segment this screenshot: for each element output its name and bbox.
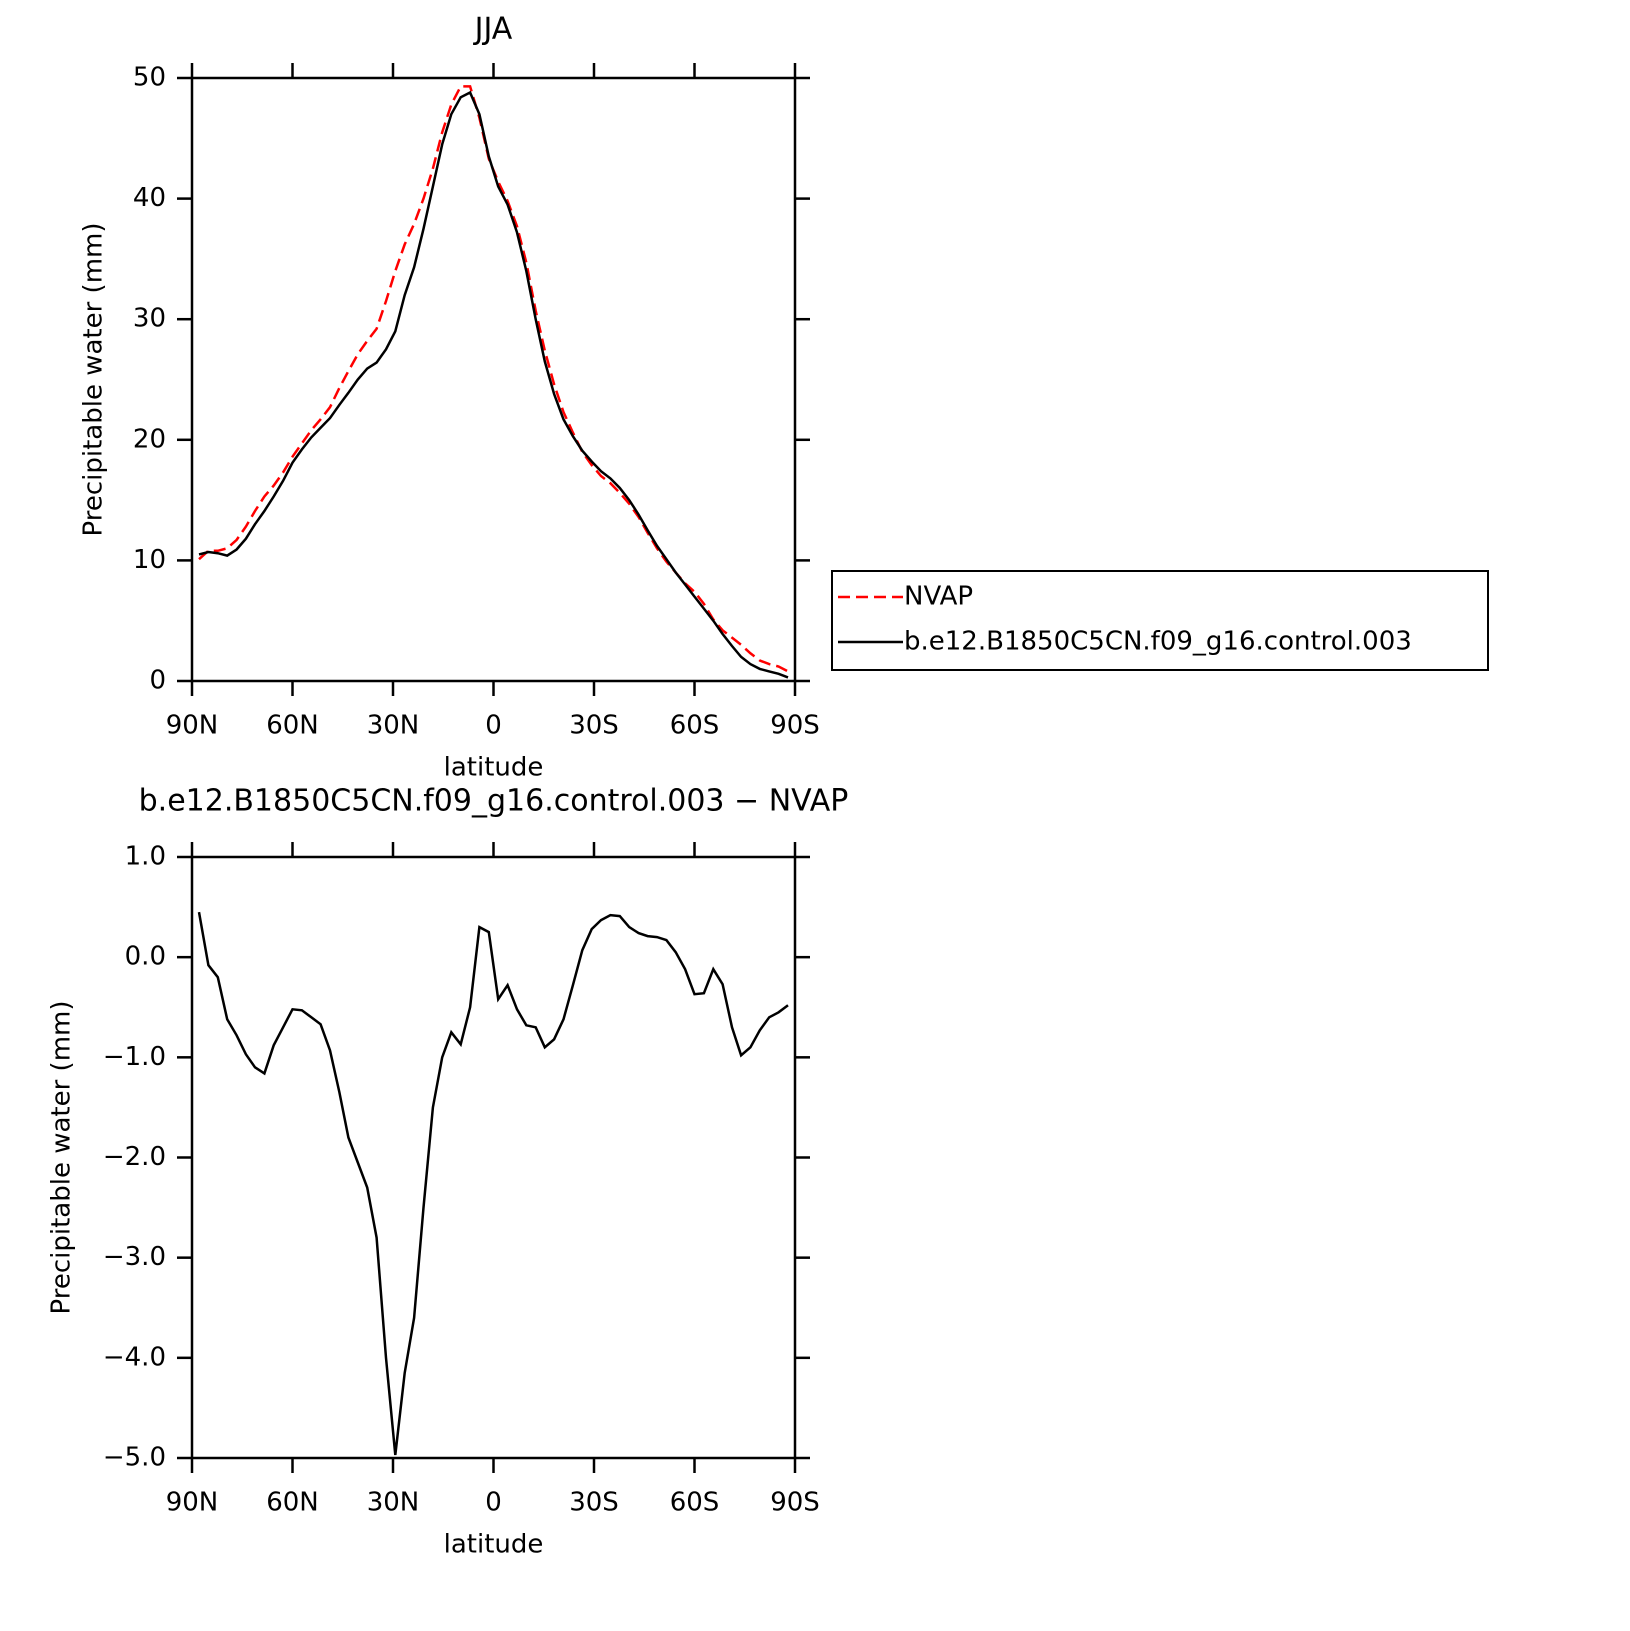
y-tick-label: 40: [133, 183, 166, 213]
y-tick-label: −3.0: [103, 1242, 166, 1272]
y-tick-label: 50: [133, 63, 166, 93]
y-axis-label: Precipitable water (mm): [79, 223, 109, 537]
x-tick-label: 90S: [770, 1488, 820, 1518]
x-tick-label: 90N: [166, 711, 219, 741]
x-tick-label: 60S: [670, 711, 720, 741]
chart-title: b.e12.B1850C5CN.f09_g16.control.003 − NV…: [139, 784, 849, 819]
x-tick-label: 30S: [569, 711, 619, 741]
y-tick-label: −4.0: [103, 1342, 166, 1372]
x-axis-label: latitude: [444, 753, 544, 783]
y-axis-label: Precipitable water (mm): [47, 1001, 77, 1315]
x-axis-label: latitude: [444, 1530, 544, 1560]
data-line: [197, 911, 789, 1456]
x-tick-label: 30N: [367, 711, 420, 741]
x-tick-label: 30N: [367, 1488, 420, 1518]
x-tick-label: 0: [485, 1488, 502, 1518]
y-tick-label: 20: [133, 424, 166, 454]
y-tick-label: 10: [133, 545, 166, 575]
data-line: [198, 90, 789, 679]
y-tick-label: 1.0: [125, 842, 166, 872]
x-tick-label: 90N: [166, 1488, 219, 1518]
chart-title: JJA: [473, 12, 513, 47]
x-tick-label: 60N: [266, 1488, 319, 1518]
x-tick-label: 60S: [670, 1488, 720, 1518]
plot-frame: [190, 855, 797, 1460]
y-tick-label: −5.0: [103, 1443, 166, 1473]
y-tick-label: 30: [133, 304, 166, 334]
legend-label: b.e12.B1850C5CN.f09_g16.control.003: [904, 627, 1412, 657]
y-tick-label: −1.0: [103, 1042, 166, 1072]
y-tick-label: −2.0: [103, 1142, 166, 1172]
legend-label: NVAP: [904, 582, 973, 612]
y-tick-label: 0: [149, 666, 166, 696]
plot-frame: [190, 76, 797, 683]
x-tick-label: 90S: [770, 711, 820, 741]
legend-frame: [831, 570, 1489, 671]
x-tick-label: 60N: [266, 711, 319, 741]
x-tick-label: 0: [485, 711, 502, 741]
y-tick-label: 0.0: [125, 942, 166, 972]
x-tick-label: 30S: [569, 1488, 619, 1518]
